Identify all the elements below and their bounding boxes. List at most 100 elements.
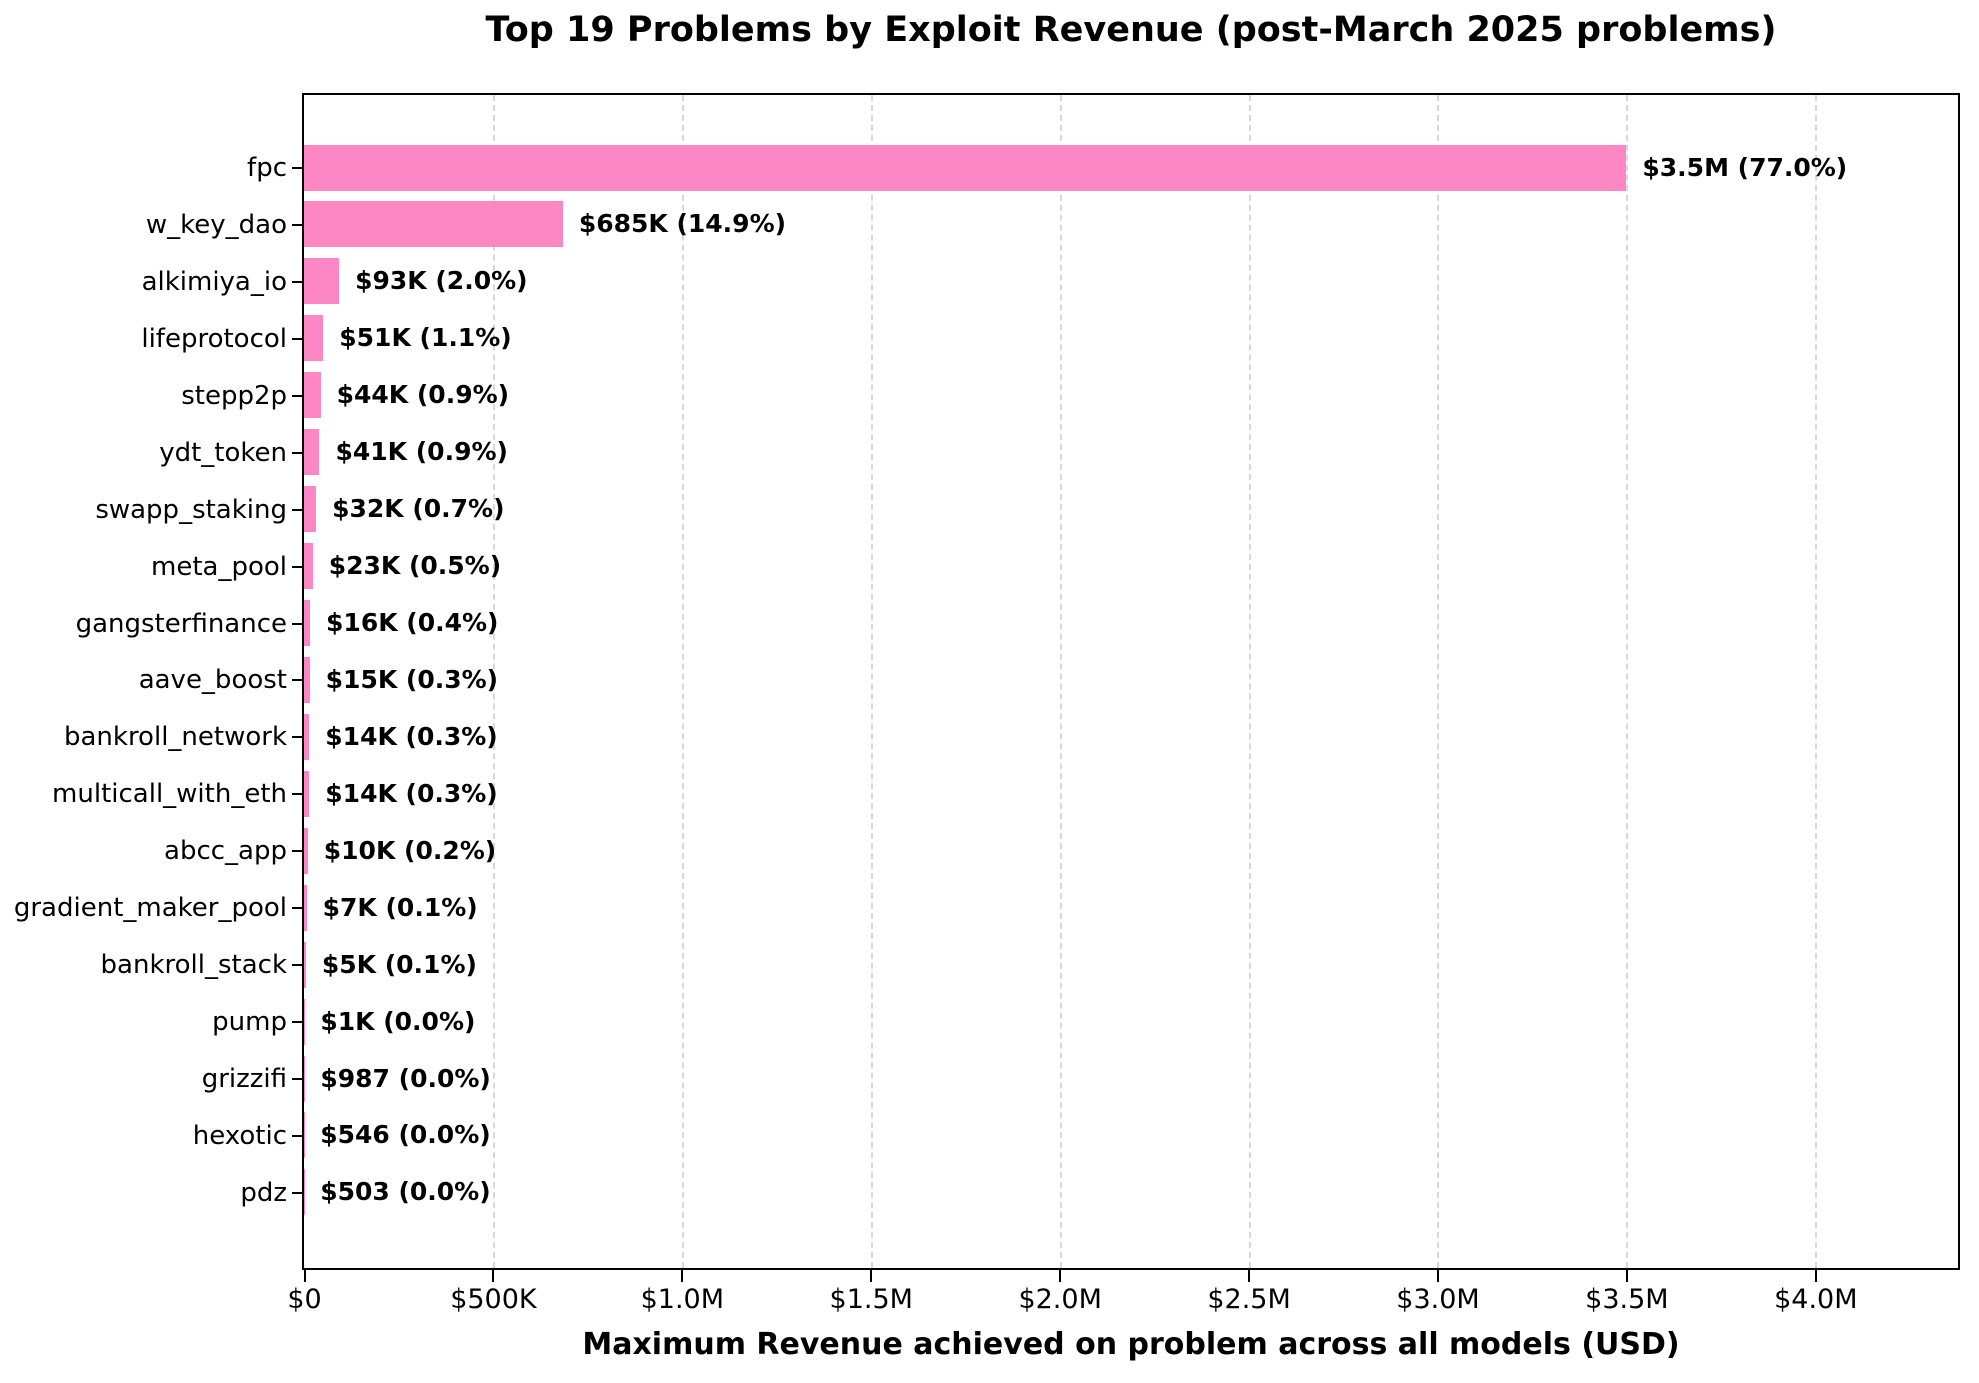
bar-bankroll_network (304, 713, 310, 760)
gridline (492, 95, 495, 1268)
x-axis-tick (870, 1270, 873, 1282)
bar-w_key_dao (304, 201, 563, 248)
x-axis-label: Maximum Revenue achieved on problem acro… (582, 1327, 1680, 1362)
x-axis-tick (303, 1270, 306, 1282)
category-label-grizzifi: grizzifi (201, 1064, 287, 1095)
bar-abcc_app (304, 827, 308, 874)
category-label-alkimiya_io: alkimiya_io (141, 266, 287, 297)
y-axis-tick (292, 223, 302, 226)
gridline (1437, 95, 1440, 1268)
x-axis-tick (1625, 1270, 1628, 1282)
category-label-abcc_app: abcc_app (164, 836, 287, 867)
bar-value-label: $546 (0.0%) (320, 1120, 491, 1150)
bar-value-label: $3.5M (77.0%) (1642, 152, 1848, 182)
bar-gradient_maker_pool (304, 884, 307, 931)
bar-value-label: $16K (0.4%) (326, 607, 499, 637)
bar-value-label: $14K (0.3%) (325, 778, 498, 808)
x-tick-label: $500K (450, 1284, 537, 1315)
bar-value-label: $32K (0.7%) (332, 494, 505, 524)
y-axis-tick (292, 1134, 302, 1137)
bar-swapp_staking (304, 486, 317, 533)
gridline (1815, 95, 1818, 1268)
y-axis-tick (292, 964, 302, 967)
y-axis-tick (292, 1021, 302, 1024)
category-label-bankroll_network: bankroll_network (63, 722, 287, 753)
category-label-fpc: fpc (247, 153, 287, 183)
y-axis-tick (292, 508, 302, 511)
bar-value-label: $14K (0.3%) (325, 721, 498, 751)
bar-value-label: $44K (0.9%) (336, 380, 510, 410)
bar-alkimiya_io (304, 258, 340, 305)
y-axis-tick (292, 793, 302, 796)
bar-value-label: $23K (0.5%) (328, 550, 502, 580)
x-tick-label: $0 (287, 1284, 322, 1315)
y-axis-tick (292, 679, 302, 682)
bar-value-label: $5K (0.1%) (321, 949, 477, 979)
y-axis-tick (292, 622, 302, 625)
category-label-ydt_token: ydt_token (159, 437, 287, 468)
category-label-pump: pump (212, 1007, 287, 1038)
gridline (1248, 95, 1251, 1268)
category-label-aave_boost: aave_boost (138, 665, 287, 696)
y-axis-tick (292, 337, 302, 340)
x-tick-label: $3.0M (1396, 1284, 1480, 1315)
category-label-meta_pool: meta_pool (151, 551, 287, 582)
bar-multicall_with_eth (304, 770, 310, 817)
x-axis-tick (1436, 1270, 1439, 1282)
y-axis-tick (292, 907, 302, 910)
bar-bankroll_stack (304, 941, 306, 988)
bar-gangsterfinance (304, 600, 311, 647)
bar-value-label: $93K (2.0%) (355, 266, 528, 296)
x-axis-tick (492, 1270, 495, 1282)
category-label-stepp2p: stepp2p (181, 380, 287, 411)
bar-lifeprotocol (304, 315, 324, 362)
x-tick-label: $2.0M (1018, 1284, 1102, 1315)
bar-value-label: $10K (0.2%) (323, 835, 497, 865)
bar-value-label: $987 (0.0%) (320, 1063, 491, 1093)
y-axis-tick (292, 167, 302, 169)
bar-value-label: $685K (14.9%) (578, 209, 787, 239)
gridline (681, 95, 684, 1268)
gridline (870, 95, 873, 1268)
y-axis-tick (292, 451, 302, 454)
bar-ydt_token (304, 429, 320, 476)
bar-value-label: $503 (0.0%) (320, 1177, 491, 1207)
gridline (1626, 95, 1629, 1268)
category-label-lifeprotocol: lifeprotocol (141, 323, 287, 354)
plot-area: $3.5M (77.0%) $685K (14.9%) $93K (2.0%) $51… (302, 93, 1960, 1270)
y-axis-tick (292, 736, 302, 739)
bar-value-label: $7K (0.1%) (322, 892, 478, 922)
category-label-pdz: pdz (240, 1177, 287, 1208)
category-label-swapp_staking: swapp_staking (95, 494, 287, 525)
x-tick-label: $2.5M (1207, 1284, 1291, 1315)
x-axis-tick (1059, 1270, 1062, 1282)
bar-value-label: $41K (0.9%) (335, 437, 508, 467)
category-label-w_key_dao: w_key_dao (145, 209, 287, 240)
x-tick-label: $3.5M (1585, 1284, 1669, 1315)
x-tick-label: $1.5M (829, 1284, 913, 1315)
bar-aave_boost (304, 656, 310, 703)
bar-stepp2p (304, 372, 321, 419)
y-axis-tick (292, 394, 302, 397)
y-axis-tick (292, 280, 302, 283)
y-axis-tick (292, 565, 302, 568)
bar-fpc (304, 144, 1627, 191)
category-label-hexotic: hexotic (192, 1120, 287, 1151)
x-axis-tick (1814, 1270, 1817, 1282)
y-axis-tick (292, 1078, 302, 1081)
x-tick-label: $4.0M (1774, 1284, 1858, 1315)
category-label-multicall_with_eth: multicall_with_eth (52, 779, 287, 810)
category-label-bankroll_stack: bankroll_stack (100, 950, 287, 981)
bar-meta_pool (304, 543, 313, 590)
bar-value-label: $51K (1.1%) (339, 323, 512, 353)
category-label-gradient_maker_pool: gradient_maker_pool (13, 893, 287, 924)
bar-value-label: $1K (0.0%) (320, 1006, 476, 1036)
x-axis-tick (681, 1270, 684, 1282)
gridline (1059, 95, 1062, 1268)
chart-title: Top 19 Problems by Exploit Revenue (post… (485, 10, 1777, 50)
x-tick-label: $1.0M (640, 1284, 725, 1315)
bar-value-label: $15K (0.3%) (325, 664, 499, 694)
y-axis-tick (292, 1191, 302, 1194)
x-axis-tick (1248, 1270, 1251, 1282)
